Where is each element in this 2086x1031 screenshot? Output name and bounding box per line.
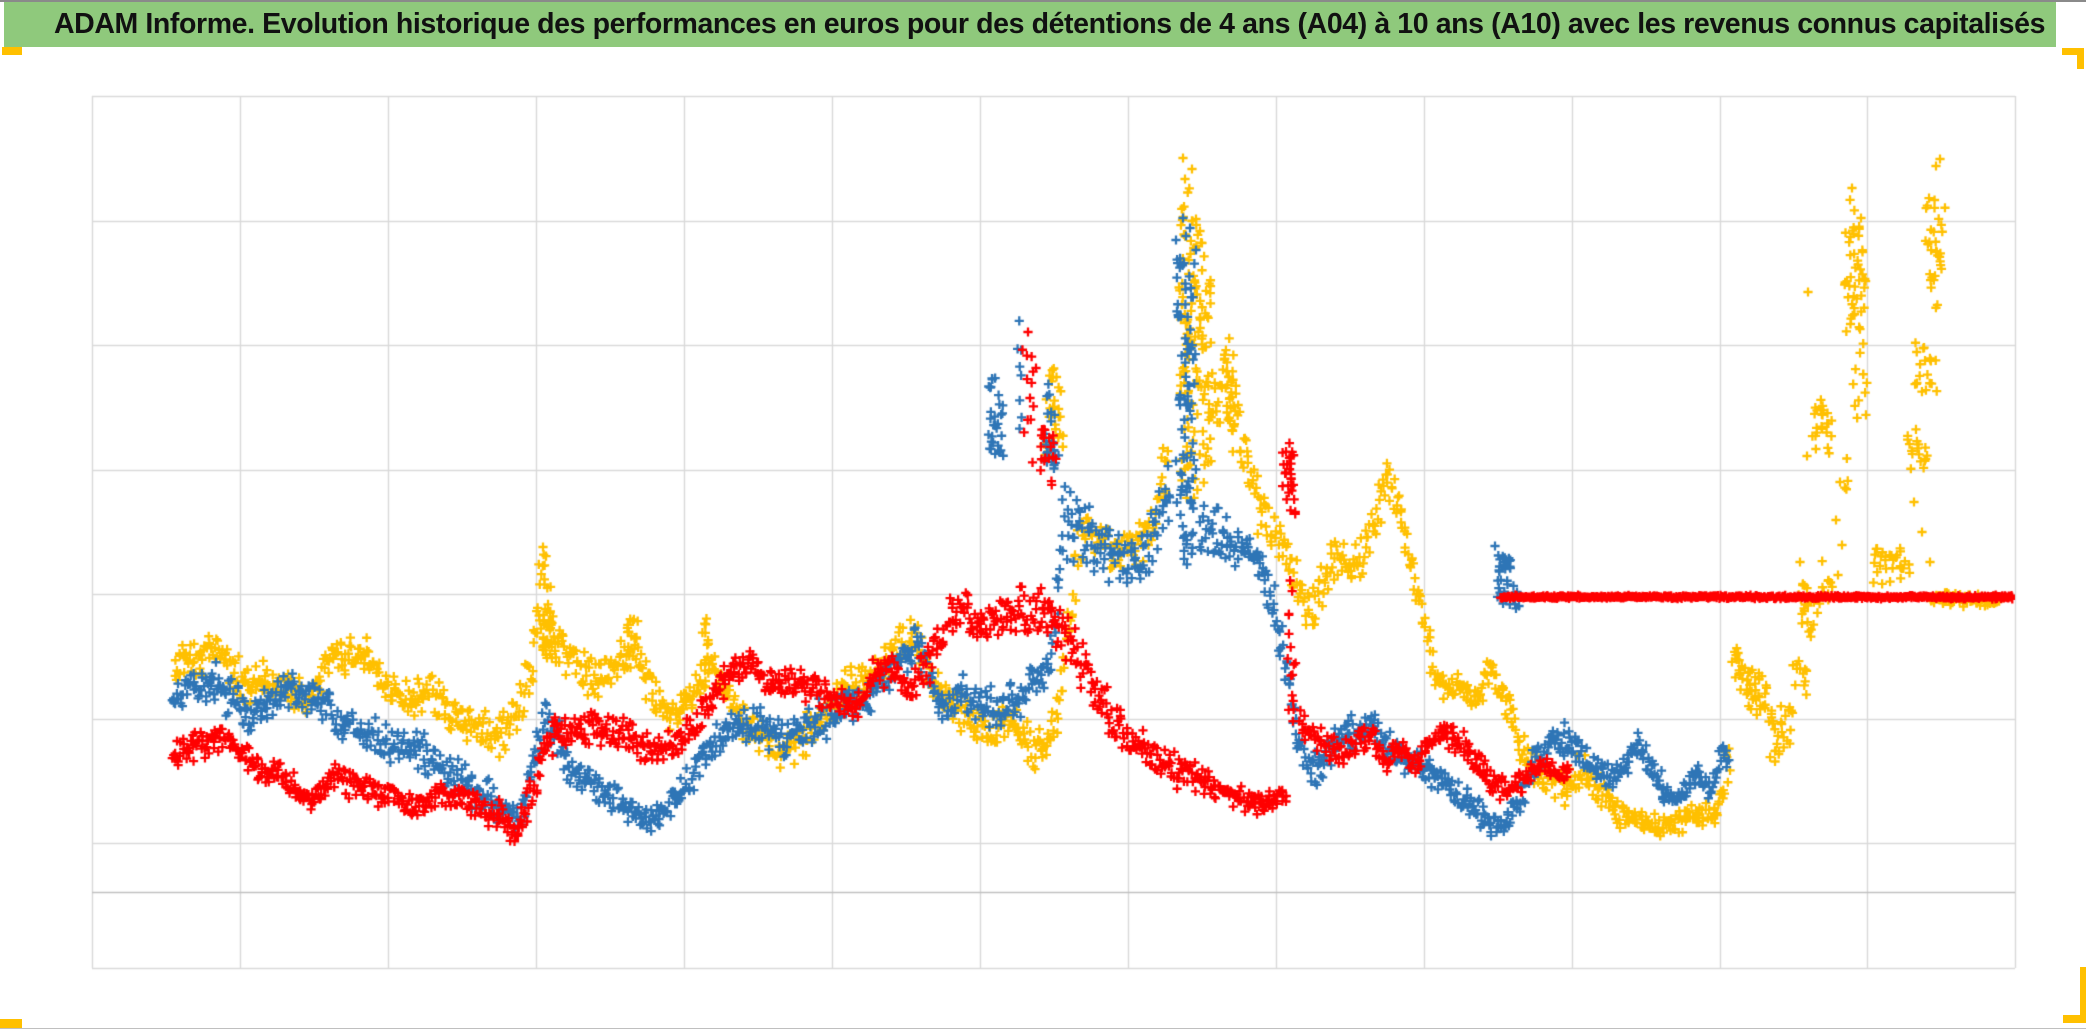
- performance-scatter-canvas: [0, 0, 2086, 1031]
- chart-area: [0, 0, 2086, 1031]
